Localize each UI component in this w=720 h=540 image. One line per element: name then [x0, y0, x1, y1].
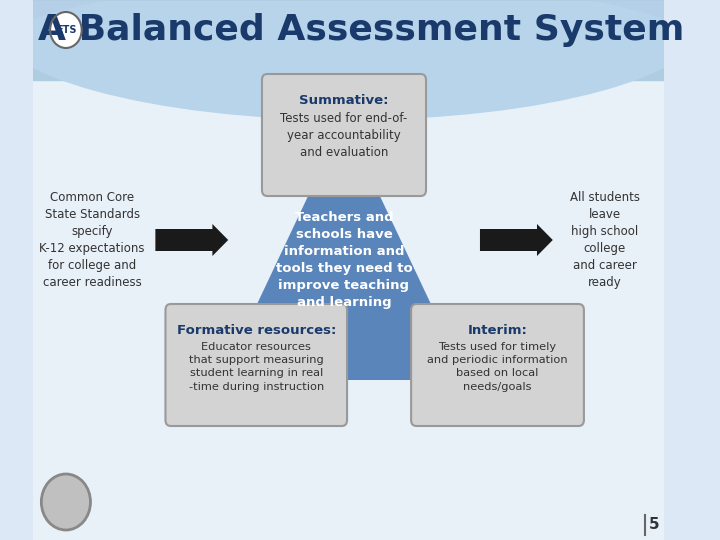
FancyArrow shape [480, 224, 553, 256]
Text: Interim:: Interim: [467, 324, 528, 337]
FancyBboxPatch shape [32, 0, 664, 80]
Circle shape [50, 12, 81, 48]
Polygon shape [32, 0, 664, 540]
FancyArrow shape [156, 224, 228, 256]
Circle shape [41, 474, 91, 530]
Ellipse shape [0, 0, 708, 120]
Polygon shape [0, 0, 720, 50]
FancyBboxPatch shape [166, 304, 347, 426]
Text: 5: 5 [648, 517, 659, 532]
FancyBboxPatch shape [262, 74, 426, 196]
FancyBboxPatch shape [32, 40, 664, 540]
Polygon shape [32, 0, 664, 80]
Polygon shape [32, 50, 664, 540]
Polygon shape [0, 0, 717, 60]
Text: Educator resources
that support measuring
student learning in real
-time during : Educator resources that support measurin… [189, 342, 324, 392]
Text: Tests used for end-of-
year accountability
and evaluation: Tests used for end-of- year accountabili… [280, 112, 408, 159]
Text: Summative:: Summative: [300, 94, 389, 107]
Text: Teachers and
schools have
information and
tools they need to
improve teaching
an: Teachers and schools have information an… [276, 211, 413, 309]
Polygon shape [221, 120, 467, 380]
Text: ETS: ETS [55, 25, 76, 35]
Text: All students
leave
high school
college
and career
ready: All students leave high school college a… [570, 191, 639, 289]
FancyBboxPatch shape [411, 304, 584, 426]
Text: A Balanced Assessment System: A Balanced Assessment System [38, 13, 685, 47]
Text: Tests used for timely
and periodic information
based on local
needs/goals: Tests used for timely and periodic infor… [427, 342, 568, 392]
Text: Formative resources:: Formative resources: [176, 324, 336, 337]
Text: Common Core
State Standards
specify
K-12 expectations
for college and
career rea: Common Core State Standards specify K-12… [40, 191, 145, 289]
FancyBboxPatch shape [32, 0, 664, 90]
